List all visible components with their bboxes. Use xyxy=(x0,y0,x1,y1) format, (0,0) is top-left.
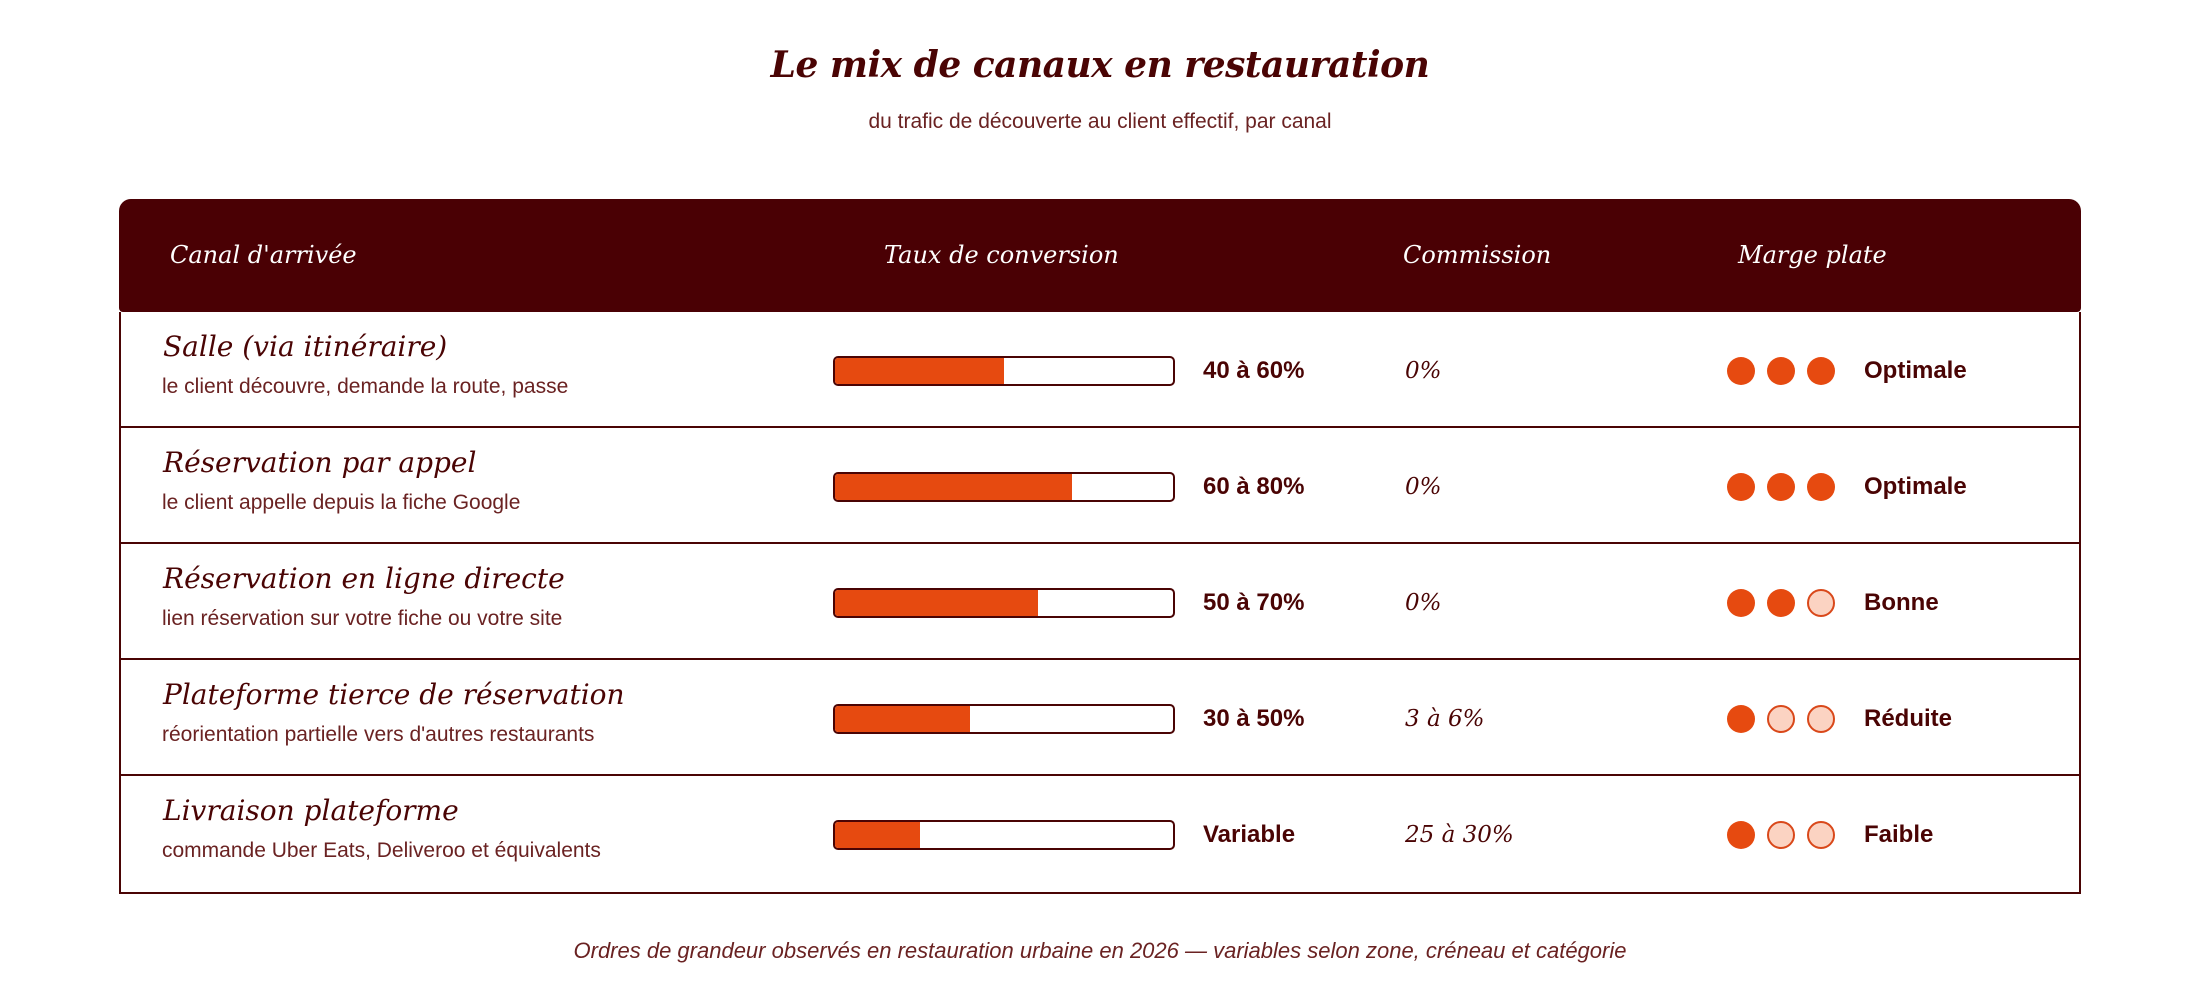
footnote: Ordres de grandeur observés en restaurat… xyxy=(573,938,1627,963)
channel-name: Plateforme tierce de réservation xyxy=(163,678,625,711)
commission-value: 0% xyxy=(1405,590,1442,616)
conversion-bar-fill xyxy=(835,590,1038,616)
conversion-bar-fill xyxy=(835,358,1004,384)
commission-value: 25 à 30% xyxy=(1405,822,1514,848)
commission-value: 3 à 6% xyxy=(1405,706,1485,732)
margin-dot-filled-icon xyxy=(1807,473,1835,501)
margin-dot-filled-icon xyxy=(1767,473,1795,501)
margin-dot-filled-icon xyxy=(1727,821,1755,849)
margin-dot-empty-icon xyxy=(1807,821,1835,849)
channel-name: Réservation par appel xyxy=(163,446,477,479)
margin-dot-filled-icon xyxy=(1727,589,1755,617)
conversion-bar xyxy=(833,588,1175,618)
table-row: Réservation par appel le client appelle d… xyxy=(121,428,2079,544)
margin-dot-filled-icon xyxy=(1807,357,1835,385)
table-row: Plateforme tierce de réservation réorient… xyxy=(121,660,2079,776)
margin-label: Optimale xyxy=(1864,357,1967,384)
conversion-rate: 60 à 80% xyxy=(1203,473,1305,500)
conversion-bar-fill xyxy=(835,822,920,848)
page-title: Le mix de canaux en restauration xyxy=(770,44,1430,86)
margin-label: Bonne xyxy=(1864,589,1939,616)
header-channel: Canal d'arrivée xyxy=(170,241,357,269)
margin-dot-filled-icon xyxy=(1727,357,1755,385)
margin-dot-empty-icon xyxy=(1767,705,1795,733)
conversion-bar xyxy=(833,356,1175,386)
channel-name: Livraison plateforme xyxy=(163,794,459,827)
channel-description: le client découvre, demande la route, pa… xyxy=(162,375,569,398)
conversion-bar xyxy=(833,820,1175,850)
margin-label: Faible xyxy=(1864,821,1934,848)
channel-description: commande Uber Eats, Deliveroo et équival… xyxy=(162,839,601,862)
margin-label: Réduite xyxy=(1864,705,1953,732)
table-row: Livraison plateforme commande Uber Eats, … xyxy=(121,776,2079,892)
table-row: Réservation en ligne directe lien réserva… xyxy=(121,544,2079,660)
channel-table: Canal d'arrivée Taux de conversion Commi… xyxy=(119,199,2081,894)
conversion-bar-fill xyxy=(835,706,971,732)
header-conversion: Taux de conversion xyxy=(884,241,1119,269)
conversion-bar xyxy=(833,704,1175,734)
margin-dot-empty-icon xyxy=(1807,705,1835,733)
margin-dot-empty-icon xyxy=(1807,589,1835,617)
table-row: Salle (via itinéraire) le client découvre… xyxy=(121,312,2079,428)
conversion-rate: 50 à 70% xyxy=(1203,589,1305,616)
margin-dot-empty-icon xyxy=(1767,821,1795,849)
conversion-rate: Variable xyxy=(1203,821,1296,848)
page-subtitle: du trafic de découverte au client effect… xyxy=(868,110,1332,133)
channel-description: réorientation partielle vers d'autres re… xyxy=(162,723,595,746)
channel-description: le client appelle depuis la fiche Google xyxy=(162,491,521,514)
margin-dot-filled-icon xyxy=(1727,705,1755,733)
header-margin: Marge plate xyxy=(1738,241,1887,269)
commission-value: 0% xyxy=(1405,474,1442,500)
channel-description: lien réservation sur votre fiche ou votr… xyxy=(162,607,563,630)
channel-name: Salle (via itinéraire) xyxy=(163,330,448,363)
margin-dot-filled-icon xyxy=(1727,473,1755,501)
table-body: Salle (via itinéraire) le client découvre… xyxy=(119,312,2081,894)
conversion-bar xyxy=(833,472,1175,502)
header-commission: Commission xyxy=(1403,241,1552,269)
margin-label: Optimale xyxy=(1864,473,1967,500)
margin-dot-filled-icon xyxy=(1767,589,1795,617)
table-header: Canal d'arrivée Taux de conversion Commi… xyxy=(119,199,2081,312)
commission-value: 0% xyxy=(1405,358,1442,384)
conversion-rate: 40 à 60% xyxy=(1203,357,1305,384)
conversion-rate: 30 à 50% xyxy=(1203,705,1305,732)
channel-name: Réservation en ligne directe xyxy=(163,562,565,595)
conversion-bar-fill xyxy=(835,474,1072,500)
margin-dot-filled-icon xyxy=(1767,357,1795,385)
